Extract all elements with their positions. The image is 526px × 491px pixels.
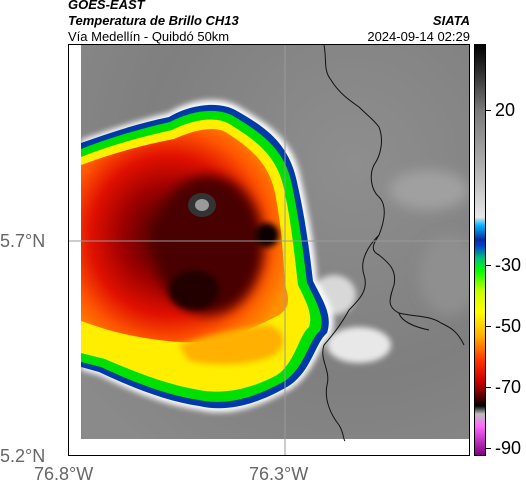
- storm-dark-core: [255, 223, 279, 247]
- cloud-patch: [419, 235, 469, 315]
- lat-label: 5.2°N: [0, 446, 46, 466]
- cloud-patch: [327, 327, 391, 363]
- boundary-line: [398, 312, 430, 331]
- no-data-strip: [69, 439, 469, 455]
- route-subtitle: Vía Medellín - Quibdó 50km: [68, 29, 230, 44]
- lon-label: 76.8°W: [34, 464, 94, 484]
- product-title: Temperatura de Brillo CH13: [68, 13, 239, 28]
- agency-name: SIATA: [432, 13, 470, 28]
- lat-label: 5.7°N: [0, 231, 46, 251]
- boundary-line: [323, 45, 465, 346]
- colorbar-label: 20: [495, 100, 516, 120]
- no-data-strip: [69, 45, 81, 455]
- colorbar-label: -70: [495, 377, 522, 397]
- lon-label: 76.3°W: [249, 464, 309, 484]
- timestamp: 2024-09-14 02:29: [367, 29, 470, 44]
- cloud-patch: [389, 170, 469, 210]
- storm-coldest-top: [195, 199, 209, 211]
- colorbar-tick: [486, 387, 491, 388]
- colorbar-tick: [486, 265, 491, 266]
- storm-dark-core: [169, 270, 219, 310]
- storm-orange-lobe: [179, 325, 284, 365]
- colorbar-tick: [486, 326, 491, 327]
- satellite-name: GOES-EAST: [68, 0, 145, 12]
- colorbar-tick: [486, 448, 491, 449]
- colorbar-label: -30: [495, 255, 522, 275]
- temperature-colorbar: [474, 44, 486, 456]
- colorbar-label: -90: [495, 438, 522, 458]
- colorbar-label: -50: [495, 316, 522, 336]
- boundary-line: [322, 234, 380, 442]
- satellite-map[interactable]: [68, 44, 470, 456]
- colorbar-tick: [486, 110, 491, 111]
